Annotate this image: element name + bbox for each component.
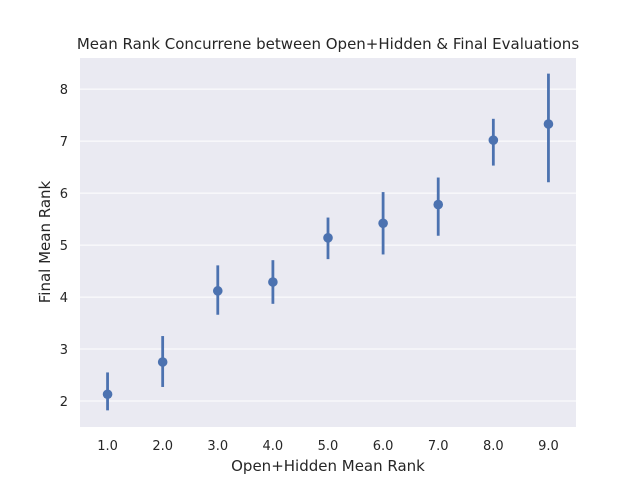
- x-tick-label: 2.0: [152, 439, 173, 454]
- y-tick-label: 6: [60, 187, 68, 202]
- x-tick-label: 1.0: [97, 439, 118, 454]
- data-point: [323, 233, 333, 243]
- y-tick-label: 3: [60, 343, 68, 358]
- x-tick-label: 6.0: [373, 439, 394, 454]
- x-tick-labels: 1.0 2.0 3.0 4.0 5.0 6.0 7.0 8.0 9.0: [97, 439, 559, 454]
- data-point: [102, 389, 113, 400]
- x-tick-label: 3.0: [207, 439, 228, 454]
- x-tick-label: 9.0: [538, 439, 559, 454]
- y-tick-label: 2: [60, 395, 68, 410]
- data-point: [488, 135, 499, 145]
- x-axis-label: Open+Hidden Mean Rank: [231, 457, 425, 475]
- data-marks: [102, 73, 554, 411]
- data-point: [378, 218, 388, 229]
- x-tick-label: 7.0: [428, 439, 449, 454]
- y-axis-label: Final Mean Rank: [36, 180, 54, 303]
- data-point: [433, 199, 444, 210]
- chart-title: Mean Rank Concurrene between Open+Hidden…: [77, 35, 579, 53]
- y-tick-label: 7: [60, 135, 68, 150]
- x-tick-label: 4.0: [263, 439, 284, 454]
- y-tick-label: 8: [60, 83, 68, 98]
- data-point: [268, 277, 278, 287]
- y-tick-labels: 2 3 4 5 6 7 8: [60, 83, 68, 410]
- data-point: [157, 357, 168, 367]
- data-point: [543, 119, 554, 129]
- data-point: [212, 286, 223, 296]
- x-tick-label: 5.0: [318, 439, 339, 454]
- x-tick-label: 8.0: [483, 439, 504, 454]
- y-tick-label: 4: [60, 291, 68, 306]
- y-tick-label: 5: [60, 239, 68, 254]
